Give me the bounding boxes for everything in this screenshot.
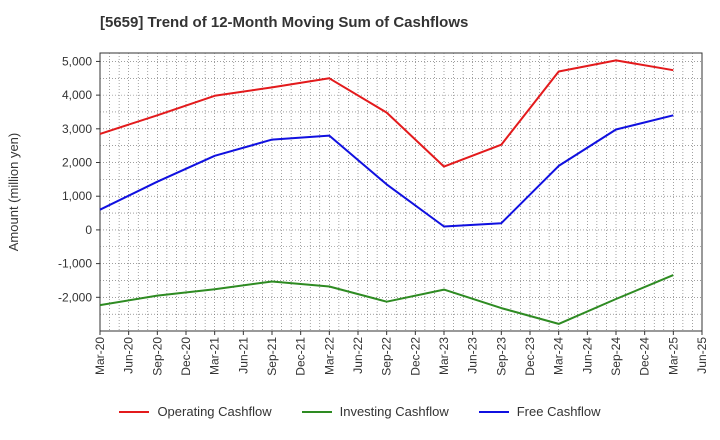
y-tick-label: 5,000: [62, 54, 92, 68]
x-tick-label: Jun-24: [580, 337, 594, 374]
x-tick-label: Mar-21: [208, 337, 222, 375]
x-tick-label: Sep-24: [609, 337, 623, 376]
y-tick-label: -1,000: [58, 257, 92, 271]
x-tick-label: Dec-21: [294, 337, 308, 376]
legend-label: Investing Cashflow: [339, 404, 449, 419]
y-axis-label: Amount (million yen): [6, 133, 21, 252]
operating-cashflow-line: [99, 59, 674, 168]
legend-swatch: [119, 410, 150, 413]
x-tick-label: Jun-21: [236, 337, 250, 374]
legend-item-free-cashflow: Free Cashflow: [478, 404, 601, 419]
y-tick-label: -2,000: [58, 290, 92, 304]
y-tick-label: 2,000: [62, 156, 92, 170]
free-cashflow-line: [99, 114, 674, 228]
legend-label: Operating Cashflow: [157, 404, 272, 419]
x-tick-label: Jun-25: [695, 337, 709, 374]
y-tick-label: 0: [85, 223, 92, 237]
x-tick-label: Mar-23: [437, 337, 451, 375]
x-tick-label: Dec-20: [179, 337, 193, 376]
x-tick-label: Mar-22: [322, 337, 336, 375]
x-tick-label: Sep-20: [150, 337, 164, 376]
x-tick-label: Sep-23: [494, 337, 508, 376]
y-tick-label: 1,000: [62, 189, 92, 203]
y-tick-label: 4,000: [62, 88, 92, 102]
x-tick-label: Sep-21: [265, 337, 279, 376]
x-tick-label: Jun-20: [122, 337, 136, 374]
x-tick-label: Dec-22: [408, 337, 422, 376]
legend-swatch: [301, 410, 332, 413]
y-tick-label: 3,000: [62, 122, 92, 136]
x-tick-label: Sep-22: [380, 337, 394, 376]
chart-title: [5659] Trend of 12-Month Moving Sum of C…: [100, 14, 469, 31]
legend-label: Free Cashflow: [516, 404, 601, 419]
legend-swatch: [478, 410, 509, 413]
x-tick-label: Dec-24: [638, 337, 652, 376]
legend-item-operating-cashflow: Operating Cashflow: [119, 404, 272, 419]
legend-item-investing-cashflow: Investing Cashflow: [301, 404, 449, 419]
investing-cashflow-line: [99, 274, 674, 325]
x-tick-label: Dec-23: [523, 337, 537, 376]
x-tick-label: Mar-25: [666, 337, 680, 375]
chart-legend: Operating Cashflow Investing Cashflow Free…: [0, 404, 720, 419]
x-tick-label: Mar-20: [93, 337, 107, 375]
x-tick-label: Mar-24: [552, 337, 566, 375]
x-tick-label: Jun-22: [351, 337, 365, 374]
plot-area: [99, 52, 703, 332]
x-tick-label: Jun-23: [466, 337, 480, 374]
